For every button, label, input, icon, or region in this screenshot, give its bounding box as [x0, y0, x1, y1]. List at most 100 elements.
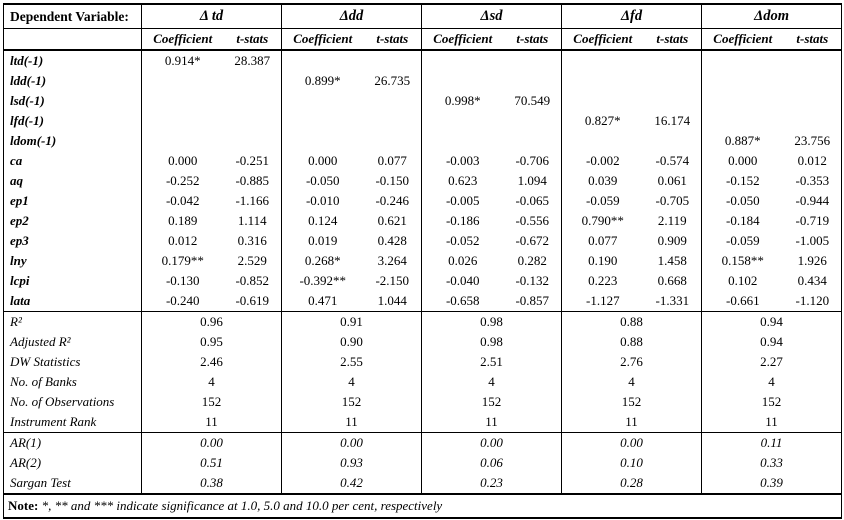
row-label: Adjusted R² — [10, 334, 71, 349]
summary-value-cell: 0.94 — [701, 311, 842, 332]
tstat-cell — [644, 131, 702, 151]
coefficient-cell — [281, 111, 364, 131]
row-label: lsd(-1) — [10, 93, 45, 108]
coefficient-row: ep3 0.012 0.316 0.019 0.428 -0.052 -0.672 0.077… — [4, 231, 842, 251]
coefficient-header-1: Coefficient — [141, 28, 224, 51]
summary-value-cell: 0.91 — [281, 311, 422, 332]
coefficient-cell: -0.040 — [421, 271, 504, 291]
test-value-cell: 0.00 — [421, 432, 562, 453]
coefficient-cell — [141, 71, 224, 91]
test-row: Sargan Test 0.38 0.42 0.23 0.28 0.39 — [4, 473, 842, 494]
summary-value-cell: 4 — [701, 372, 842, 392]
row-label: lcpi — [10, 273, 30, 288]
tstat-cell: 0.077 — [377, 153, 407, 168]
tstat-cell: -0.852 — [235, 273, 270, 288]
summary-value-cell: 2.46 — [140, 352, 282, 372]
coefficient-cell: -0.052 — [421, 231, 504, 251]
coefficient-cell — [281, 50, 364, 71]
coefficient-cell: 0.158** — [701, 251, 784, 271]
coefficient-cell — [561, 91, 644, 111]
coefficient-cell — [281, 91, 364, 111]
test-value-cell: 0.00 — [561, 432, 702, 453]
tstat-cell — [364, 111, 422, 131]
coefficient-row: ep2 0.189 1.114 0.124 0.621 -0.186 -0.556 0.790… — [4, 211, 842, 231]
tstat-cell: -0.065 — [515, 193, 550, 208]
coefficient-cell — [561, 71, 644, 91]
coefficient-cell: -0.130 — [141, 271, 224, 291]
tstat-cell: -0.719 — [795, 213, 830, 228]
tstat-cell: 1.926 — [797, 253, 827, 268]
summary-value-cell: 152 — [421, 392, 562, 412]
coefficient-header-5: Coefficient — [701, 28, 784, 51]
coefficient-cell — [141, 131, 224, 151]
coefficient-row: lfd(-1) 0.827* 16.174 — [4, 111, 842, 131]
coefficient-cell: 0.623 — [421, 171, 504, 191]
tstat-cell: 3.264 — [377, 253, 407, 268]
summary-value-cell: 0.88 — [561, 332, 702, 352]
coefficient-cell — [141, 91, 224, 111]
tstat-cell — [784, 91, 842, 111]
note-row: Note: *, ** and *** indicate significanc… — [3, 493, 842, 518]
tstat-cell: -2.150 — [375, 273, 410, 288]
coefficient-cell: -0.010 — [281, 191, 364, 211]
coefficient-cell: -1.127 — [561, 291, 644, 312]
tstat-cell: 26.735 — [374, 73, 411, 88]
summary-value-cell: 0.88 — [561, 311, 702, 332]
group-header-1: Δ td — [140, 4, 282, 29]
test-value-cell: 0.42 — [281, 473, 422, 494]
coefficient-cell: -0.658 — [421, 291, 504, 312]
summary-value-cell: 4 — [140, 372, 282, 392]
tstat-cell — [504, 50, 562, 71]
tstat-cell: -0.132 — [515, 273, 550, 288]
tstat-cell: -0.246 — [375, 193, 410, 208]
tstat-cell: -0.251 — [235, 153, 270, 168]
header-row-groups: Dependent Variable: Δ td Δdd Δsd Δfd Δdom — [3, 4, 842, 29]
summary-value-cell: 11 — [421, 412, 562, 433]
tstat-cell — [504, 71, 562, 91]
coefficient-cell — [561, 50, 644, 71]
coefficient-cell: -0.240 — [141, 291, 224, 312]
row-label: No. of Banks — [10, 374, 77, 389]
coefficient-cell: 0.124 — [281, 211, 364, 231]
row-label: ep2 — [10, 213, 29, 228]
test-value-cell: 0.10 — [561, 453, 702, 473]
summary-row: Adjusted R² 0.95 0.90 0.98 0.88 0.94 — [4, 332, 842, 352]
coefficient-cell: -0.003 — [421, 151, 504, 171]
summary-value-cell: 2.51 — [421, 352, 562, 372]
tstat-cell — [644, 50, 702, 71]
coefficient-row: aq -0.252 -0.885 -0.050 -0.150 0.623 1.094 0.03… — [4, 171, 842, 191]
tstats-header-3: t-stats — [503, 28, 562, 51]
tstat-cell: -0.885 — [235, 173, 270, 188]
test-value-cell: 0.38 — [140, 473, 282, 494]
coefficient-cell: -0.392** — [281, 271, 364, 291]
coefficient-row: ldom(-1) 0.887* 23.756 — [4, 131, 842, 151]
tstat-cell: -1.331 — [655, 293, 690, 308]
coefficient-cell: -0.252 — [141, 171, 224, 191]
test-value-cell: 0.11 — [701, 432, 842, 453]
header-empty-cell — [3, 28, 142, 51]
coefficient-cell: 0.887* — [701, 131, 784, 151]
summary-value-cell: 4 — [281, 372, 422, 392]
row-label: lata — [10, 293, 31, 308]
tstats-header-2: t-stats — [363, 28, 422, 51]
summary-row: R² 0.96 0.91 0.98 0.88 0.94 — [3, 311, 842, 332]
summary-value-cell: 152 — [561, 392, 702, 412]
coefficient-row: ep1 -0.042 -1.166 -0.010 -0.246 -0.005 -0.065-… — [4, 191, 842, 211]
coefficient-row: ldd(-1) 0.899* 26.735 — [4, 71, 842, 91]
row-label: R² — [3, 311, 142, 332]
tstat-cell: -1.166 — [235, 193, 270, 208]
row-label: ltd(-1) — [10, 53, 44, 68]
row-label: lny — [10, 253, 27, 268]
tstat-cell: -0.574 — [655, 153, 690, 168]
test-row: AR(1) 0.00 0.00 0.00 0.00 0.11 — [3, 432, 842, 453]
tstat-cell: 0.428 — [377, 233, 407, 248]
coefficient-cell — [421, 131, 504, 151]
coefficient-row: lcpi -0.130 -0.852 -0.392** -2.150 -0.040 -0.1… — [4, 271, 842, 291]
summary-value-cell: 152 — [281, 392, 422, 412]
summary-row: No. of Observations 152 152 152 152 152 — [4, 392, 842, 412]
coefficient-cell: 0.077 — [561, 231, 644, 251]
test-value-cell: 0.39 — [701, 473, 842, 494]
tstat-cell — [644, 91, 702, 111]
tstat-cell: 23.756 — [794, 133, 831, 148]
